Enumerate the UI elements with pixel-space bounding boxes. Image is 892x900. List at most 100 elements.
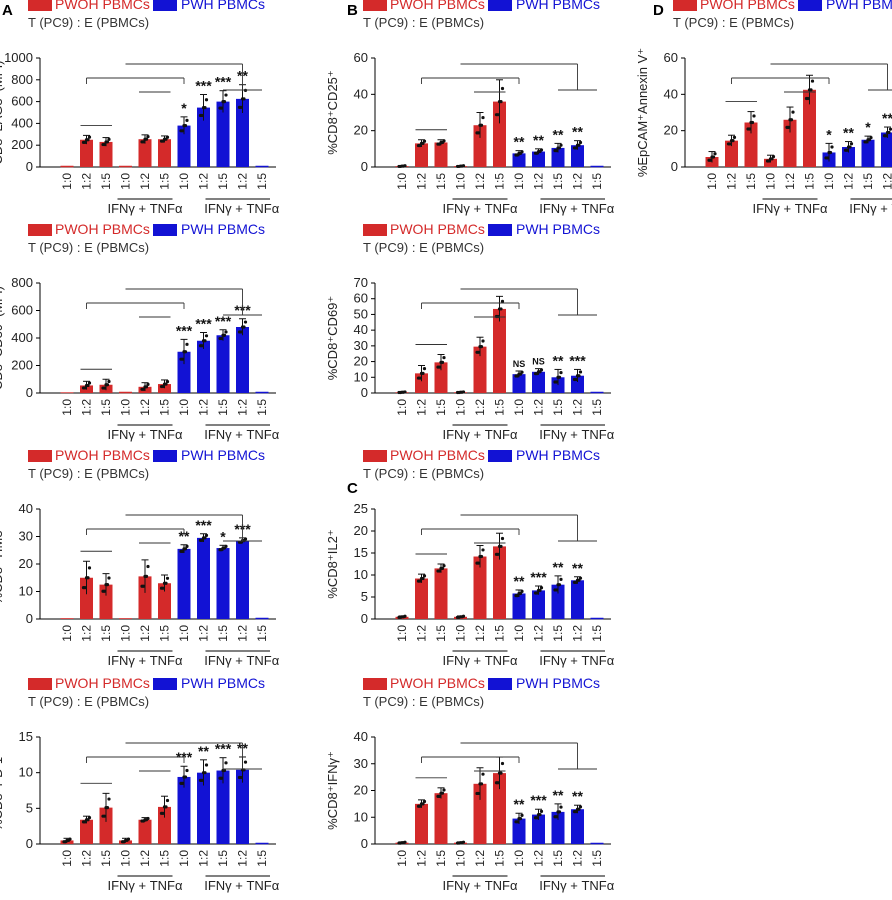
stim-label: IFNγ + TNFα	[107, 201, 183, 216]
y-tick-label: 800	[11, 72, 33, 87]
data-point	[219, 106, 224, 110]
x-tick-label: 1:2	[473, 625, 487, 642]
data-point	[574, 810, 578, 814]
data-point	[559, 143, 563, 147]
data-point	[500, 536, 505, 541]
data-point	[161, 586, 165, 590]
data-point	[107, 576, 111, 580]
data-point	[849, 142, 854, 146]
significance-label: ***	[195, 78, 212, 94]
legend-swatch-pwh	[153, 224, 177, 236]
stim-label: IFNγ + TNFα	[204, 878, 280, 893]
data-point	[401, 841, 406, 845]
bar	[158, 139, 171, 167]
data-point	[242, 97, 246, 101]
significance-label: NS	[532, 357, 545, 367]
data-point	[578, 805, 583, 809]
data-point	[401, 615, 406, 619]
x-tick-label: 1:5	[255, 399, 269, 416]
bar	[434, 793, 448, 844]
significance-label: **	[553, 352, 564, 368]
data-point	[440, 566, 445, 571]
data-point	[711, 155, 716, 159]
legend-label-pwoh: PWOH PBMCs	[55, 0, 150, 12]
significance-label: NS	[513, 359, 526, 369]
y-axis-label: %EpCAM⁺Annexin V⁺	[635, 48, 650, 177]
data-point	[559, 805, 563, 809]
y-tick-label: 0	[361, 159, 368, 174]
x-tick-label: 1:2	[532, 625, 546, 642]
legend-swatch-pwh	[153, 450, 177, 462]
x-tick-label: 1:0	[512, 850, 526, 867]
data-point	[515, 820, 520, 824]
data-point	[791, 110, 795, 114]
data-point	[559, 577, 563, 582]
data-point	[500, 86, 505, 91]
data-point	[437, 569, 442, 573]
x-tick-label: 1:5	[216, 399, 230, 416]
stim-label: IFNγ + TNFα	[539, 427, 615, 442]
ratio-label: T (PC9) : E (PBMCs)	[28, 240, 149, 255]
legend-label-pwoh: PWOH PBMCs	[55, 447, 150, 463]
panel-letter: D	[653, 2, 664, 19]
data-point	[146, 134, 150, 139]
bar	[138, 819, 152, 844]
data-point	[747, 127, 752, 131]
data-point	[164, 805, 168, 809]
data-point	[180, 357, 185, 361]
y-tick-label: 5	[26, 800, 33, 815]
bar	[415, 143, 428, 167]
data-point	[535, 372, 539, 376]
bar	[415, 803, 428, 844]
x-tick-label: 1:2	[571, 173, 585, 190]
legend-swatch-pwh	[488, 678, 512, 690]
data-point	[422, 799, 427, 804]
bar	[99, 141, 113, 167]
data-point	[577, 374, 581, 378]
stim-label: IFNγ + TNFα	[442, 878, 518, 893]
data-point	[165, 798, 170, 803]
data-point	[185, 342, 189, 346]
data-point	[460, 164, 464, 168]
data-point	[401, 390, 406, 394]
bar	[197, 340, 210, 393]
data-point	[437, 365, 442, 369]
data-point	[440, 791, 445, 795]
x-tick-label: 1:0	[119, 399, 133, 416]
data-point	[146, 564, 150, 569]
data-point	[539, 809, 544, 813]
bar	[571, 809, 584, 844]
legend-label-pwh: PWH PBMCs	[181, 0, 265, 12]
data-point	[105, 140, 110, 144]
x-tick-label: 1:0	[395, 173, 409, 190]
bar	[725, 140, 738, 167]
data-point	[242, 325, 246, 329]
significance-label: *	[826, 126, 832, 142]
data-point	[141, 140, 146, 144]
data-point	[476, 791, 481, 796]
bar	[551, 811, 565, 844]
data-point	[239, 105, 243, 109]
x-tick-label: 1:5	[744, 173, 758, 190]
data-point	[180, 549, 185, 553]
data-point	[83, 820, 87, 824]
data-point	[479, 554, 484, 559]
legend-swatch-pwh	[153, 0, 177, 11]
data-point	[554, 588, 559, 592]
chart-panel: PWOH PBMCs PWH PBMCs T (PC9) : E (PBMCs) 0 2…	[635, 0, 892, 216]
panel-letter: B	[347, 2, 358, 19]
y-tick-label: 60	[664, 50, 678, 65]
y-tick-label: 0	[361, 385, 368, 400]
data-point	[200, 344, 204, 348]
x-tick-label: 1:0	[119, 625, 133, 642]
y-tick-label: 0	[26, 611, 33, 626]
data-point	[102, 386, 107, 390]
data-point	[767, 159, 771, 163]
ratio-label: T (PC9) : E (PBMCs)	[673, 15, 794, 30]
bar	[80, 139, 93, 167]
x-tick-label: 1:5	[255, 625, 269, 642]
data-point	[437, 794, 442, 798]
x-tick-label: 1:5	[99, 625, 113, 642]
bar	[177, 351, 191, 393]
x-tick-label: 1:0	[395, 850, 409, 867]
